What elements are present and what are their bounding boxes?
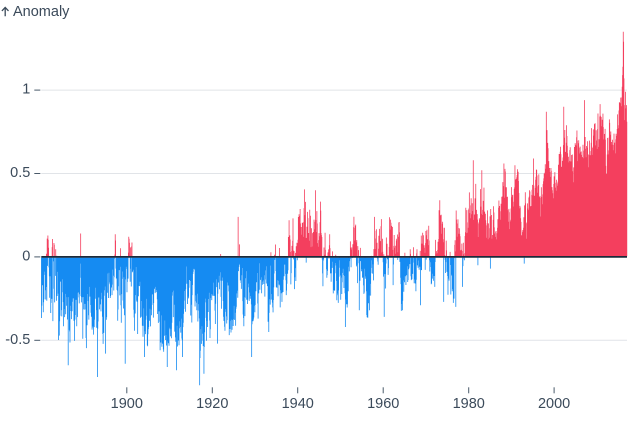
svg-text:1920: 1920: [196, 396, 228, 412]
svg-text:Anomaly: Anomaly: [13, 4, 70, 20]
svg-text:1940: 1940: [282, 396, 314, 412]
svg-text:1: 1: [22, 82, 30, 98]
svg-text:1980: 1980: [453, 396, 485, 412]
svg-text:1960: 1960: [367, 396, 399, 412]
svg-text:2000: 2000: [538, 396, 570, 412]
svg-text:-0.5: -0.5: [5, 332, 30, 348]
svg-text:0: 0: [22, 249, 30, 265]
svg-text:0.5: 0.5: [10, 165, 30, 181]
svg-text:1900: 1900: [111, 396, 143, 412]
